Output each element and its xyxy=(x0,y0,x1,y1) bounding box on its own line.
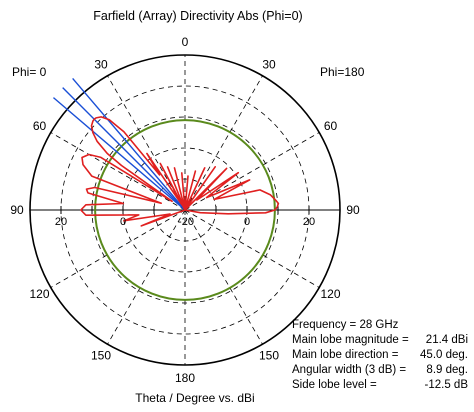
info-row-angular-width: Angular width (3 dB) = 8.9 deg. xyxy=(292,363,468,378)
angle-tick-label: 150 xyxy=(91,349,111,363)
info-value: 21.4 dBi xyxy=(425,334,468,346)
grid-spoke xyxy=(184,209,263,345)
info-label: Main lobe direction = xyxy=(292,349,399,361)
radial-tick-label: 0 xyxy=(244,216,250,228)
angle-tick-label: 30 xyxy=(262,58,276,72)
angle-tick-label: 60 xyxy=(324,119,338,133)
axis-labels: 0 30 60 90 120 150 180 150 120 90 60 30 20 20 0 0 -20 xyxy=(10,35,360,385)
angle-tick-label: 150 xyxy=(259,349,279,363)
grid-spoke xyxy=(50,209,186,288)
x-axis-label: Theta / Degree vs. dBi xyxy=(135,391,254,405)
info-value: -12.5 dB xyxy=(424,379,468,391)
main-lobe-markers xyxy=(52,77,186,211)
chart-title: Farfield (Array) Directivity Abs (Phi=0) xyxy=(93,9,302,23)
angle-tick-label: 120 xyxy=(29,287,49,301)
info-label: Side lobe level = xyxy=(292,379,377,391)
angle-tick-label: 90 xyxy=(10,203,24,217)
pattern-phi0 xyxy=(80,116,186,227)
grid-spoke xyxy=(184,209,320,288)
left-half-label: Phi= 0 xyxy=(12,65,47,79)
info-label: Angular width (3 dB) = xyxy=(292,364,407,376)
angle-tick-label: 30 xyxy=(94,58,108,72)
main-lobe-line xyxy=(62,87,186,211)
grid-spoke xyxy=(184,75,263,211)
angle-tick-label: 180 xyxy=(175,371,195,385)
angle-tick-label: 90 xyxy=(346,203,360,217)
grid-spoke xyxy=(184,132,320,211)
radial-tick-label: 20 xyxy=(55,216,67,228)
directivity-pattern xyxy=(80,116,280,227)
info-row-frequency: Frequency = 28 GHz xyxy=(292,318,468,333)
grid-spoke xyxy=(107,209,186,345)
grid-spoke xyxy=(50,132,186,211)
main-lobe-line xyxy=(52,97,186,211)
info-row-main-lobe-direction: Main lobe direction = 45.0 deg. xyxy=(292,348,468,363)
radial-tick-label: 20 xyxy=(303,216,315,228)
angle-tick-label: 120 xyxy=(320,287,340,301)
angle-tick-label: 0 xyxy=(182,35,189,49)
main-lobe-line xyxy=(72,77,186,211)
info-label: Main lobe magnitude = xyxy=(292,334,409,346)
info-value: 45.0 deg. xyxy=(420,349,468,361)
grid-spoke xyxy=(107,75,186,211)
radial-tick-label: -20 xyxy=(178,216,194,228)
info-label: Frequency = 28 GHz xyxy=(292,319,399,331)
info-row-main-lobe-magnitude: Main lobe magnitude = 21.4 dBi xyxy=(292,333,468,348)
angle-tick-label: 60 xyxy=(33,119,47,133)
pattern-phi180 xyxy=(184,166,280,215)
info-row-side-lobe-level: Side lobe level = -12.5 dB xyxy=(292,378,468,393)
radial-tick-label: 0 xyxy=(120,216,126,228)
info-value: 8.9 deg. xyxy=(426,364,468,376)
info-panel: Frequency = 28 GHz Main lobe magnitude =… xyxy=(292,318,468,393)
right-half-label: Phi=180 xyxy=(320,65,365,79)
